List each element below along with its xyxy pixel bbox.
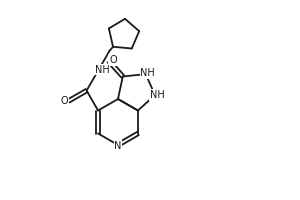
Text: NH: NH	[95, 65, 110, 75]
Text: N: N	[114, 141, 122, 151]
Text: NH: NH	[140, 68, 155, 78]
Text: O: O	[109, 55, 117, 65]
Text: O: O	[61, 96, 68, 106]
Text: NH: NH	[150, 90, 164, 100]
